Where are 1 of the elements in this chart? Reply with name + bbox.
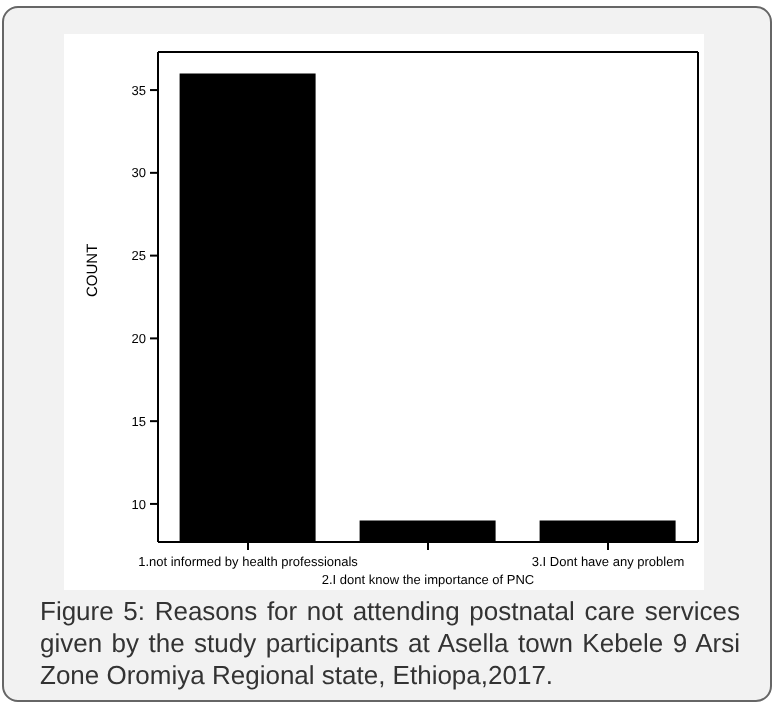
caption: Figure 5: Reasons for not attending postnatal care services given by the study participants at Asella town Kebele 9 Arsi Zone Oromiya Regional state, Ethiopa,2017. bbox=[40, 596, 740, 692]
